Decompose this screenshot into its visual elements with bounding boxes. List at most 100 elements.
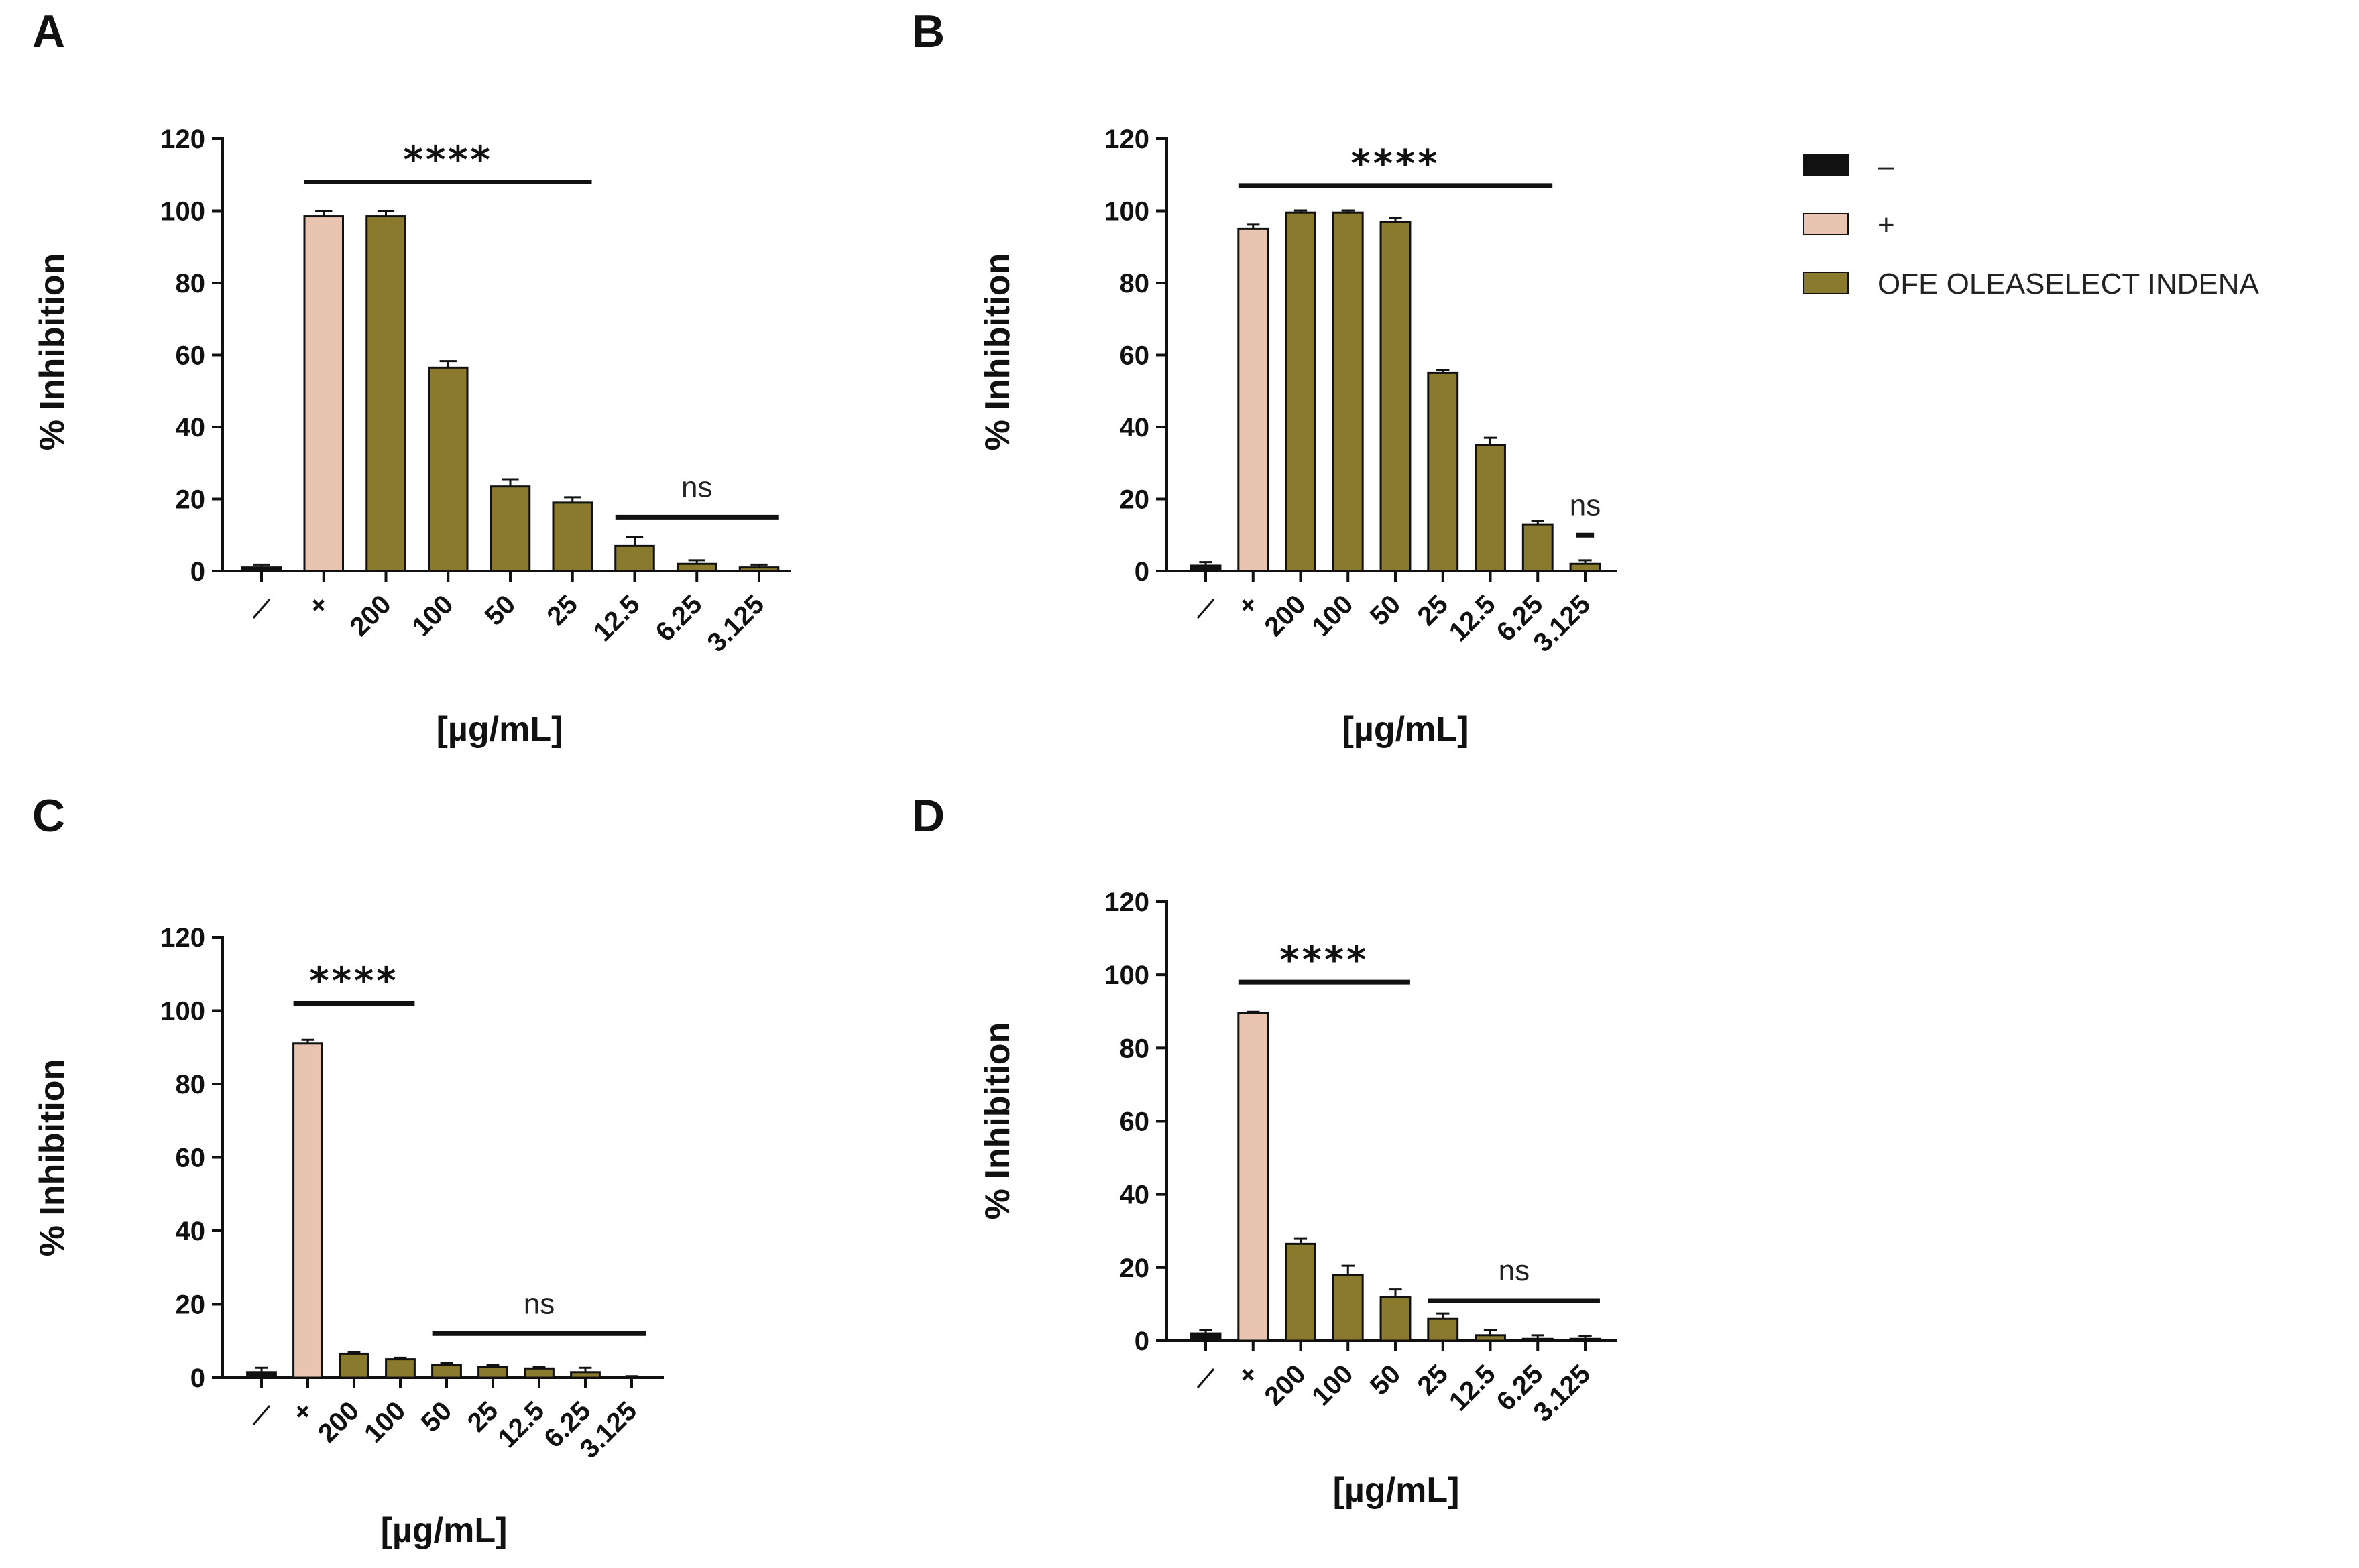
y-tick-label: 40 — [1120, 1181, 1150, 1210]
x-tick-label: + — [287, 1396, 319, 1428]
x-tick-label: 100 — [1306, 1359, 1359, 1411]
bar-sample — [1427, 371, 1459, 572]
y-tick-label: 0 — [190, 557, 205, 587]
x-tick-label: 12.5 — [588, 589, 646, 647]
x-tick-label: + — [1232, 589, 1264, 621]
y-tick-label: 80 — [176, 269, 206, 298]
bar-sample — [1475, 444, 1506, 572]
bar-sample — [1475, 1334, 1506, 1342]
panel-letter: C — [32, 790, 65, 841]
panel-letter: D — [912, 790, 945, 841]
y-tick-label: 60 — [176, 1144, 206, 1173]
x-axis-title: [µg/mL] — [1333, 1471, 1460, 1510]
panel-letter: A — [32, 6, 65, 57]
x-tick-label: 50 — [479, 589, 522, 631]
y-tick-label: 100 — [160, 997, 205, 1026]
y-tick-label: 0 — [1135, 1327, 1149, 1356]
bar-sample — [738, 566, 780, 572]
significance-label: ns — [1570, 489, 1601, 522]
x-tick-label: 200 — [1259, 1359, 1312, 1411]
y-tick-label: 40 — [176, 413, 206, 442]
y-tick-label: 40 — [1120, 413, 1150, 442]
x-tick-label: 200 — [1259, 589, 1312, 642]
x-tick-label: 12.5 — [492, 1396, 550, 1453]
x-tick-label: – — [241, 589, 273, 621]
y-tick-label: 60 — [176, 341, 206, 371]
legend-swatch — [1803, 272, 1849, 294]
legend-label: OFE OLEASELECT INDENA — [1878, 267, 2260, 300]
y-tick-label: 80 — [1120, 1034, 1150, 1063]
y-tick-label: 20 — [176, 485, 206, 515]
bar-sample — [1332, 1274, 1364, 1342]
chart-panel-d: D % Inhibition [µg/mL] 0 20 40 60 80 100 120 – +200… — [912, 790, 1617, 1510]
legend-label: + — [1878, 208, 1895, 241]
bar-sample — [1569, 1337, 1601, 1342]
legend-label: – — [1878, 149, 1894, 182]
bar-sample — [365, 215, 406, 572]
x-tick-label-negative — [1196, 599, 1215, 619]
bar-sample — [614, 544, 655, 572]
significance-label: ns — [524, 1287, 555, 1320]
x-axis-title: [µg/mL] — [381, 1511, 508, 1550]
x-tick-label: 25 — [542, 589, 584, 631]
bar-sample — [1521, 1337, 1554, 1342]
x-tick-label-negative — [252, 599, 271, 619]
x-tick-label-negative — [1196, 1368, 1215, 1388]
bar-sample — [1285, 211, 1316, 572]
y-tick-label: 100 — [1104, 961, 1149, 990]
x-tick-label: 12.5 — [1444, 589, 1501, 647]
bar-sample — [1521, 523, 1554, 572]
bar-positive — [303, 215, 345, 572]
x-tick-label: 200 — [345, 589, 397, 642]
y-tick-label: 120 — [160, 923, 205, 953]
y-tick-label: 60 — [1120, 1107, 1150, 1137]
bar-sample — [552, 501, 593, 572]
y-tick-label: 0 — [190, 1364, 205, 1393]
x-tick-label: 50 — [416, 1396, 458, 1438]
y-tick-label: 20 — [1120, 485, 1150, 515]
y-tick-label: 80 — [176, 1070, 206, 1099]
y-tick-label: 20 — [1120, 1254, 1150, 1283]
significance-label: **** — [309, 960, 398, 1004]
legend: – + OFE OLEASELECT INDENA — [1803, 149, 2260, 300]
significance-label: **** — [404, 139, 493, 182]
y-tick-label: 100 — [160, 197, 205, 227]
x-tick-label: + — [1232, 1359, 1264, 1391]
y-axis-title: % Inhibition — [978, 1022, 1017, 1220]
x-axis-title: [µg/mL] — [1342, 710, 1469, 749]
y-axis-title: % Inhibition — [33, 253, 72, 451]
bar-sample — [524, 1367, 555, 1379]
y-tick-label: 80 — [1120, 269, 1150, 298]
x-tick-label: 200 — [312, 1396, 365, 1448]
chart-panel-c: C % Inhibition [µg/mL] 0 20 40 60 80 100 120 – +200… — [32, 790, 664, 1550]
x-tick-label: 100 — [359, 1396, 411, 1448]
chart-panel-a: A % Inhibition [µg/mL] 0 20 40 60 80 100 120 – +200… — [32, 6, 791, 749]
x-tick-label: 12.5 — [1444, 1359, 1501, 1416]
bar-positive — [1237, 227, 1269, 572]
legend-swatch — [1803, 154, 1849, 176]
significance-label: ns — [1499, 1254, 1530, 1287]
x-tick-label: – — [1186, 589, 1217, 621]
bar-sample — [570, 1371, 601, 1379]
x-tick-label: – — [241, 1396, 273, 1427]
bar-sample — [431, 1364, 462, 1379]
bar-negative — [241, 566, 282, 572]
y-axis-title: % Inhibition — [33, 1059, 72, 1257]
y-tick-label: 40 — [176, 1217, 206, 1246]
y-tick-label: 60 — [1120, 341, 1150, 371]
y-tick-label: 120 — [1104, 125, 1149, 154]
x-tick-label: 100 — [406, 589, 459, 642]
significance-label: **** — [1350, 142, 1440, 186]
bar-sample — [427, 366, 469, 572]
x-tick-label-negative — [252, 1405, 271, 1425]
y-tick-label: 120 — [1104, 888, 1149, 917]
x-tick-label: 100 — [1306, 589, 1359, 642]
x-tick-label: – — [1186, 1359, 1217, 1390]
y-tick-label: 0 — [1135, 557, 1149, 587]
bar-sample — [1379, 221, 1412, 572]
y-axis-title: % Inhibition — [978, 253, 1017, 451]
x-tick-label: 6.25 — [650, 589, 707, 647]
y-tick-label: 100 — [1104, 197, 1149, 227]
bar-sample — [1569, 562, 1601, 572]
